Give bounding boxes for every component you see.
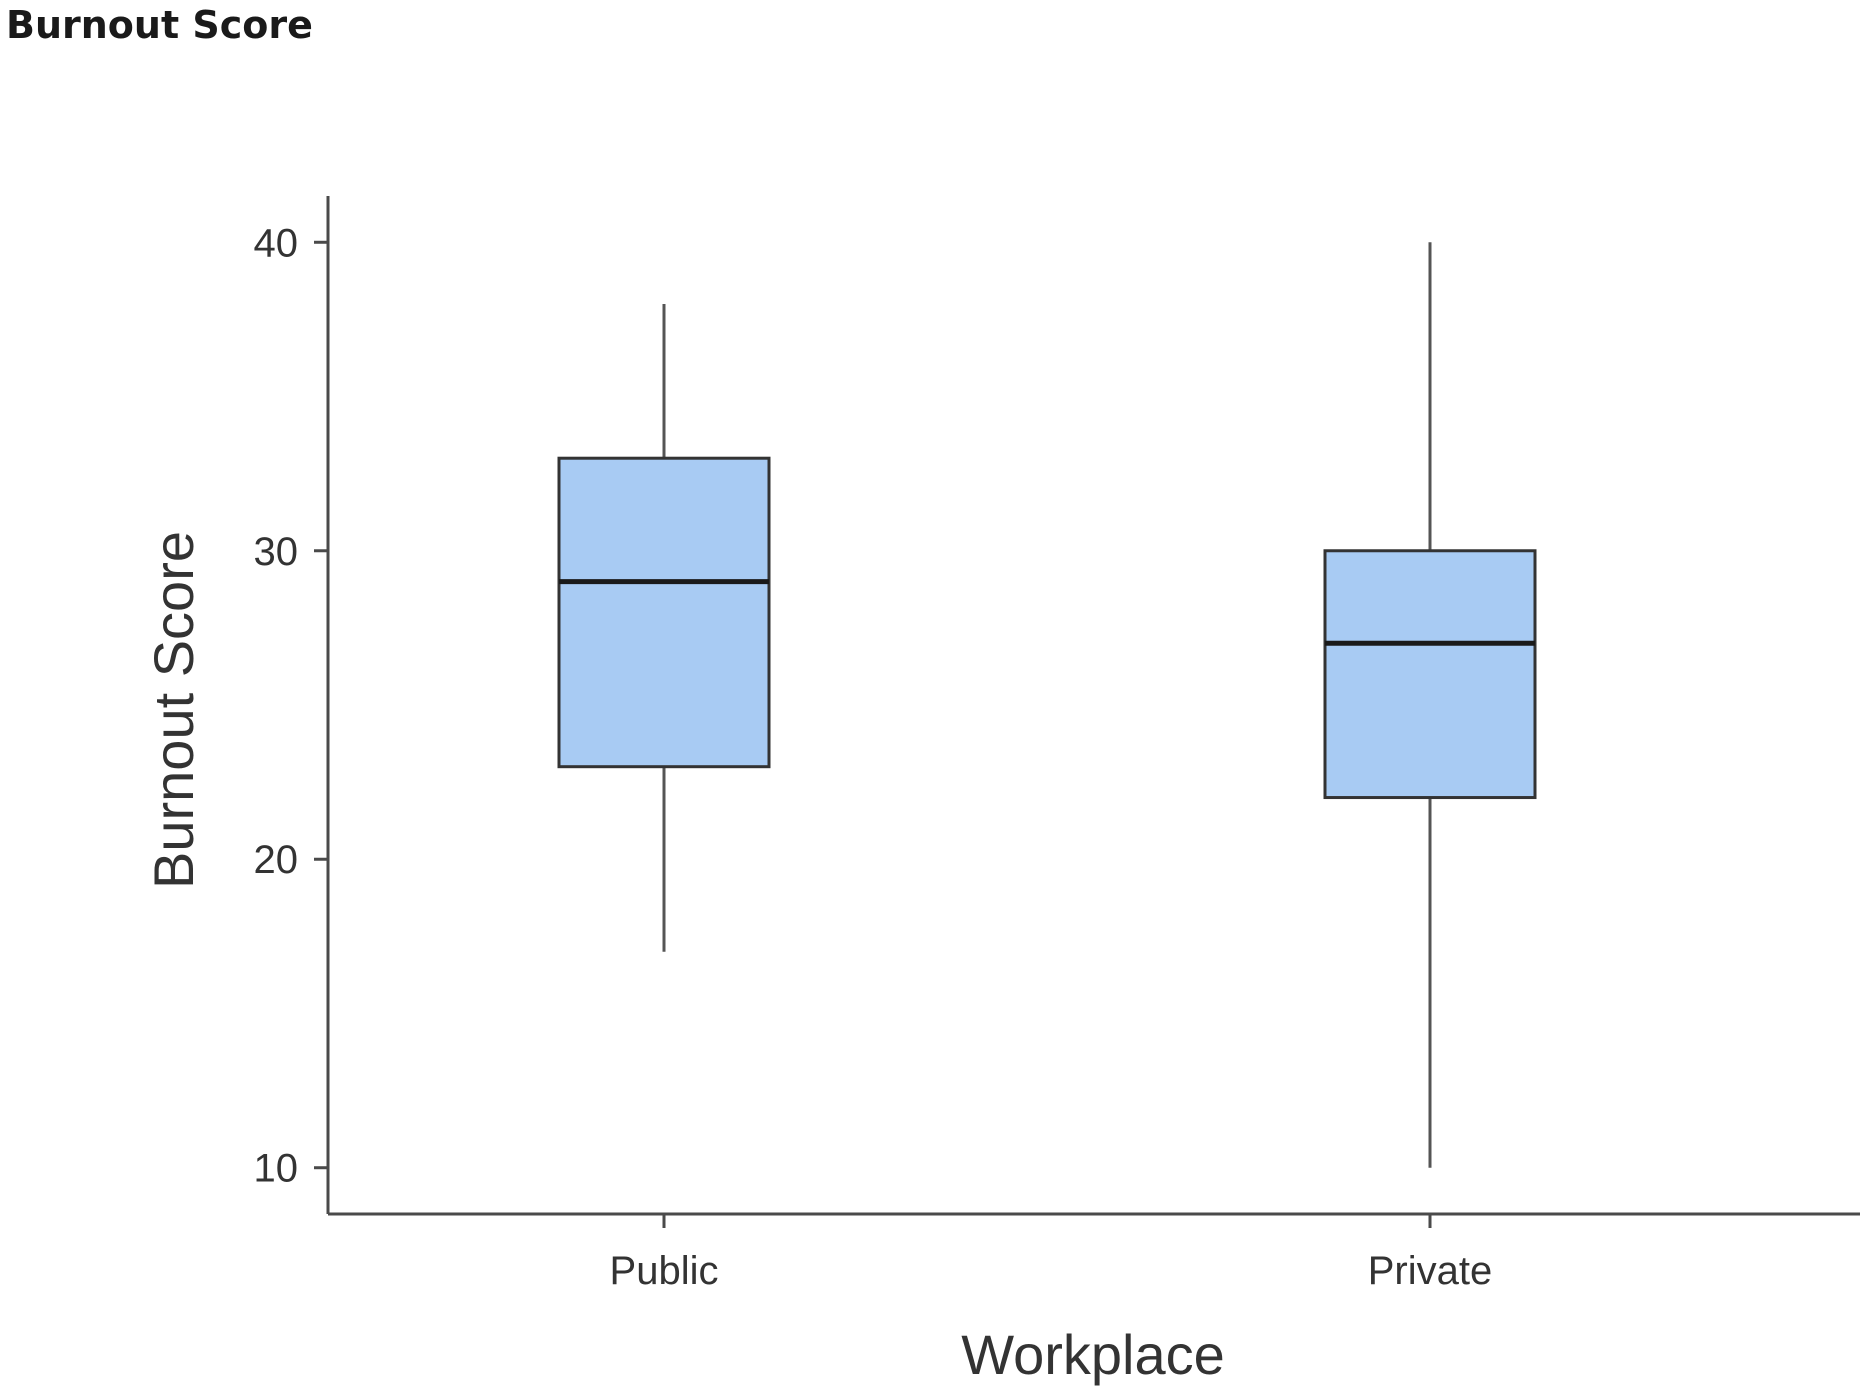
- y-tick-label: 20: [254, 838, 299, 882]
- box-public: [557, 303, 771, 952]
- x-axis: Public Private: [328, 1212, 1860, 1293]
- page-title: Burnout Score: [6, 3, 313, 47]
- y-tick-label: 10: [254, 1147, 299, 1191]
- y-axis: 10 20 30 40: [254, 196, 330, 1214]
- x-tick-label: Public: [610, 1249, 719, 1293]
- iqr-box: [557, 456, 771, 769]
- plot-area: [557, 242, 1537, 1168]
- box-private: [1323, 242, 1537, 1168]
- x-axis-title: Workplace: [961, 1323, 1225, 1386]
- iqr-box: [1323, 549, 1537, 800]
- y-axis-title: Burnout Score: [142, 531, 205, 889]
- y-tick-label: 30: [254, 530, 299, 574]
- x-tick-label: Private: [1368, 1249, 1493, 1293]
- y-tick-label: 40: [254, 221, 299, 265]
